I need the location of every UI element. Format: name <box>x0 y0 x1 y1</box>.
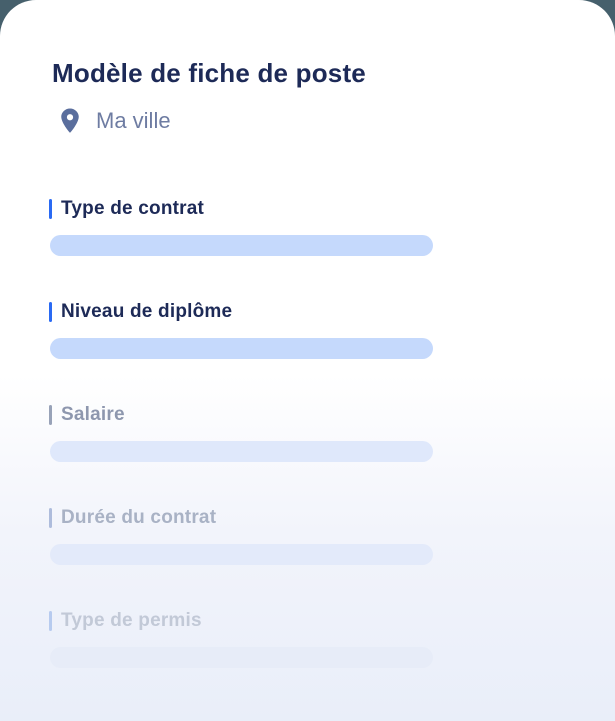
field-placeholder-pill <box>50 647 433 668</box>
accent-bar <box>49 611 52 631</box>
field-label: Type de contrat <box>61 198 205 219</box>
field-label: Type de permis <box>61 610 202 631</box>
field-duree-du-contrat: Durée du contrat <box>49 507 615 565</box>
accent-bar <box>49 405 52 425</box>
location-row: Ma ville <box>55 102 615 140</box>
field-placeholder-pill <box>50 441 433 462</box>
accent-bar <box>49 508 52 528</box>
location-label: Ma ville <box>96 108 171 133</box>
field-placeholder-pill <box>50 235 433 256</box>
field-label-row: Durée du contrat <box>49 507 615 529</box>
page-title: Modèle de fiche de poste <box>52 58 366 88</box>
location-pin-icon <box>61 108 79 133</box>
accent-bar <box>49 199 52 219</box>
field-placeholder-pill <box>50 544 433 565</box>
field-niveau-de-diplome: Niveau de diplôme <box>49 301 615 359</box>
field-label-row: Type de contrat <box>49 198 615 220</box>
field-placeholder-pill <box>50 338 433 359</box>
field-label: Durée du contrat <box>61 507 217 528</box>
field-label-row: Type de permis <box>49 610 615 632</box>
field-label-row: Niveau de diplôme <box>49 301 615 323</box>
field-label: Salaire <box>61 404 125 425</box>
accent-bar <box>49 302 52 322</box>
field-list: Type de contrat Niveau de diplôme Salair… <box>49 198 615 668</box>
field-label-row: Salaire <box>49 404 615 426</box>
field-label: Niveau de diplôme <box>61 301 233 322</box>
field-type-de-permis: Type de permis <box>49 610 615 668</box>
field-type-de-contrat: Type de contrat <box>49 198 615 256</box>
field-salaire: Salaire <box>49 404 615 462</box>
